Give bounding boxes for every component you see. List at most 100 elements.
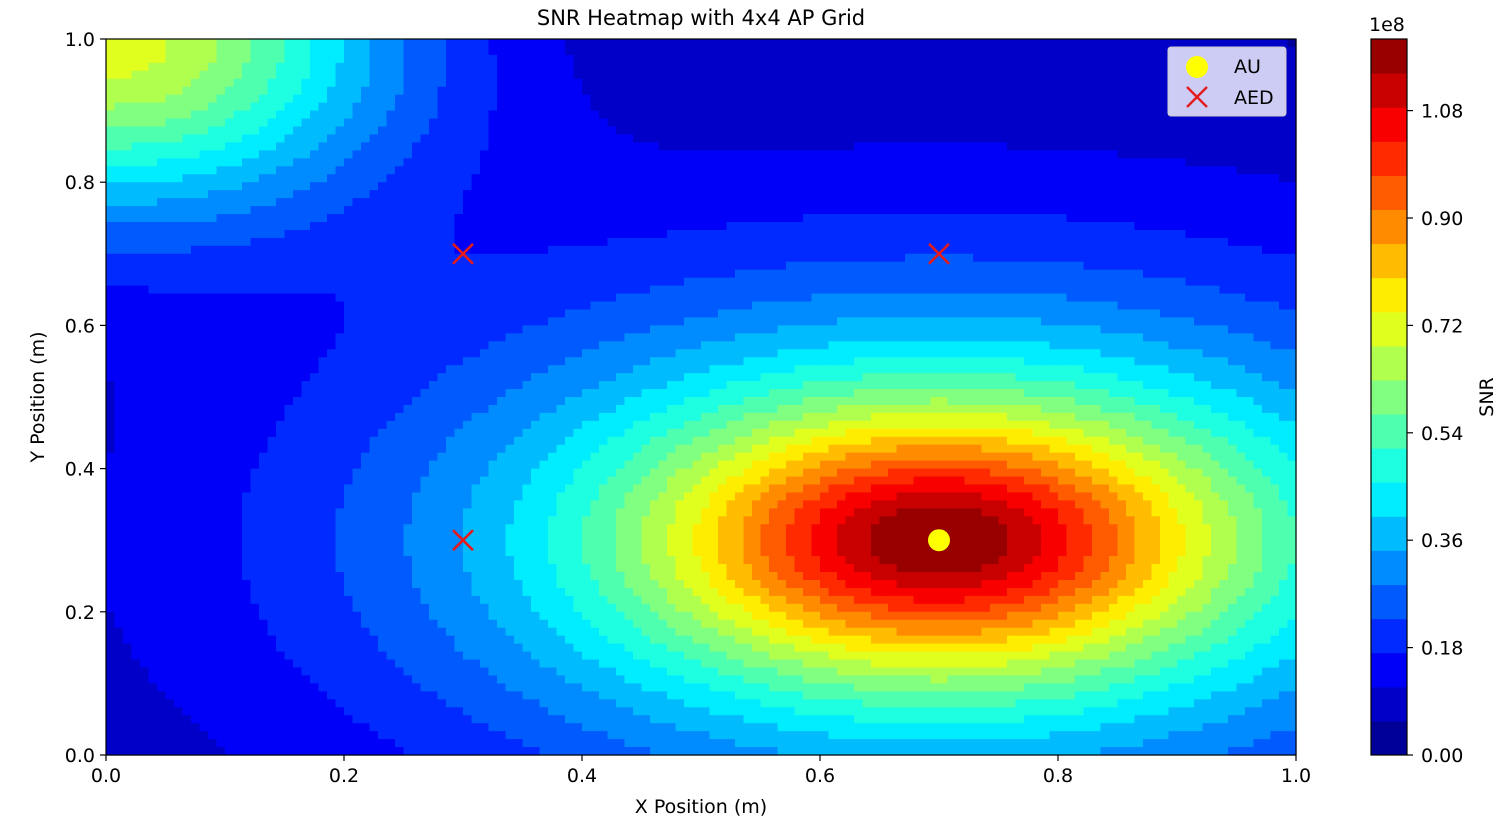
heat-cell	[548, 150, 558, 159]
heat-cell	[1083, 134, 1093, 144]
heat-cell	[148, 54, 158, 64]
heat-cell	[964, 190, 974, 199]
heat-cell	[378, 142, 388, 151]
heat-cell	[607, 206, 617, 215]
heat-cell	[1075, 126, 1085, 136]
heat-cell	[1185, 253, 1195, 263]
heat-cell	[242, 285, 252, 295]
heat-cell	[726, 229, 736, 239]
heat-cell	[505, 277, 515, 287]
heat-cell	[233, 245, 243, 255]
heat-cell	[293, 317, 303, 326]
heat-cell	[267, 237, 277, 247]
heat-cell	[131, 62, 141, 72]
heat-cell	[412, 142, 422, 151]
heat-cell	[922, 110, 932, 120]
heat-cell	[310, 86, 320, 96]
heat-cell	[1287, 301, 1297, 311]
heat-cell	[930, 206, 940, 215]
heat-cell	[1049, 126, 1059, 136]
heat-cell	[1202, 245, 1212, 255]
heat-cell	[1015, 70, 1025, 80]
heat-cell	[1083, 285, 1093, 295]
heat-cell	[1024, 269, 1034, 279]
heat-cell	[157, 245, 167, 255]
heat-cell	[990, 214, 1000, 223]
heat-cell	[250, 206, 260, 215]
heat-cell	[888, 190, 898, 199]
heat-cell	[1228, 134, 1238, 144]
heat-cell	[701, 317, 711, 326]
heat-cell	[369, 70, 379, 80]
heat-cell	[429, 277, 439, 287]
heat-cell	[123, 301, 133, 311]
heat-cell	[191, 285, 201, 295]
heat-cell	[590, 166, 600, 175]
heat-cell	[225, 253, 235, 263]
heat-cell	[930, 142, 940, 151]
heat-cell	[1279, 301, 1289, 311]
heat-cell	[1151, 118, 1161, 128]
heat-cell	[913, 158, 923, 167]
heat-cell	[1083, 190, 1093, 199]
heat-cell	[471, 206, 481, 215]
heat-cell	[446, 229, 456, 239]
heat-cell	[1177, 150, 1187, 159]
heat-cell	[310, 182, 320, 191]
heat-cell	[862, 317, 872, 326]
heat-cell	[743, 206, 753, 215]
heat-cell	[854, 118, 864, 128]
heat-cell	[573, 190, 583, 199]
heat-cell	[114, 293, 124, 303]
heat-cell	[148, 150, 158, 159]
heat-cell	[896, 182, 906, 191]
heat-cell	[590, 285, 600, 295]
heat-cell	[990, 253, 1000, 263]
heat-cell	[718, 245, 728, 255]
heat-cell	[1287, 46, 1297, 56]
heat-cell	[403, 285, 413, 295]
heat-cell	[446, 78, 456, 88]
heat-cell	[556, 39, 566, 48]
heat-cell	[973, 46, 983, 56]
heat-cell	[1032, 182, 1042, 191]
heat-cell	[709, 94, 719, 104]
heat-cell	[514, 253, 524, 263]
heat-cell	[1236, 142, 1246, 151]
heat-cell	[1083, 86, 1093, 96]
heat-cell	[1253, 277, 1263, 287]
heat-cell	[123, 245, 133, 255]
heat-cell	[752, 118, 762, 128]
heat-cell	[913, 285, 923, 295]
heat-cell	[1151, 285, 1161, 295]
heat-cell	[293, 118, 303, 128]
heat-cell	[684, 39, 694, 48]
heat-cell	[786, 190, 796, 199]
heat-cell	[854, 150, 864, 159]
heat-cell	[454, 309, 464, 319]
heat-cell	[301, 134, 311, 144]
heat-cell	[658, 126, 668, 136]
heat-cell	[837, 142, 847, 151]
heat-cell	[964, 245, 974, 255]
heat-cell	[1109, 54, 1119, 64]
heat-cell	[947, 293, 957, 303]
heat-cell	[726, 245, 736, 255]
heat-cell	[165, 166, 175, 175]
heat-cell	[446, 110, 456, 120]
heat-cell	[913, 293, 923, 303]
heat-cell	[454, 62, 464, 72]
heat-cell	[964, 118, 974, 128]
heat-cell	[752, 317, 762, 326]
heat-cell	[845, 269, 855, 279]
heat-cell	[335, 94, 345, 104]
heat-cell	[293, 309, 303, 319]
heat-cell	[709, 110, 719, 120]
heat-cell	[310, 110, 320, 120]
heat-cell	[216, 269, 226, 279]
heat-cell	[429, 301, 439, 311]
heat-cell	[1058, 198, 1068, 207]
heat-cell	[318, 166, 328, 175]
heat-cell	[301, 237, 311, 247]
heat-cell	[191, 62, 201, 72]
